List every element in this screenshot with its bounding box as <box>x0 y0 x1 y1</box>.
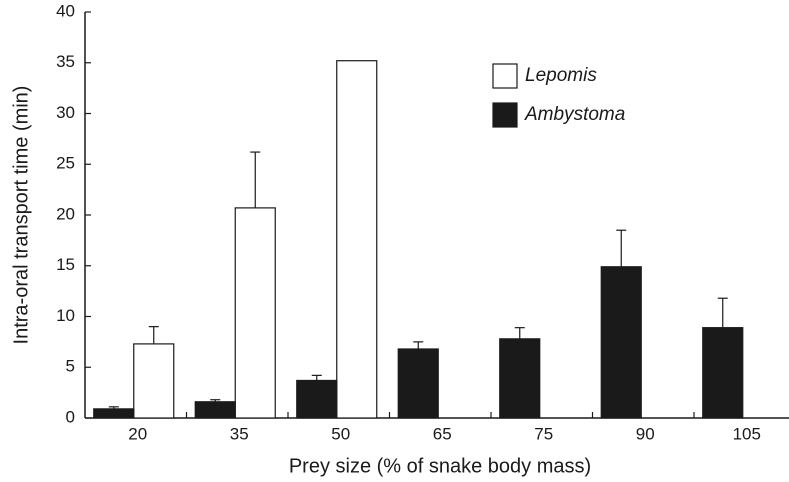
y-tick-label: 10 <box>56 306 75 325</box>
x-tick-label: 65 <box>433 424 452 443</box>
bar <box>397 348 439 419</box>
y-tick-label: 0 <box>66 407 75 426</box>
y-tick-label: 5 <box>66 357 75 376</box>
x-tick-label: 50 <box>331 424 350 443</box>
bar <box>93 408 135 419</box>
bar <box>499 338 541 419</box>
y-tick-label: 15 <box>56 255 75 274</box>
bar <box>296 379 338 419</box>
bar <box>234 207 276 419</box>
x-axis-title: Prey size (% of snake body mass) <box>289 455 591 477</box>
x-tick-label: 90 <box>636 424 655 443</box>
bar <box>133 343 175 419</box>
y-tick-label: 30 <box>56 103 75 122</box>
legend-label: Ambystoma <box>524 104 625 125</box>
y-tick-label: 25 <box>56 154 75 173</box>
y-tick-label: 40 <box>56 1 75 20</box>
bar <box>600 266 642 419</box>
bar <box>702 327 744 419</box>
x-tick-label: 75 <box>534 424 553 443</box>
y-tick-label: 20 <box>56 204 75 223</box>
x-tick-label: 35 <box>230 424 249 443</box>
legend-swatch <box>492 102 518 128</box>
bar <box>336 60 378 419</box>
legend-swatch <box>492 63 518 89</box>
x-tick-label: 105 <box>733 424 761 443</box>
y-axis-title: Intra-oral transport time (min) <box>10 86 32 345</box>
legend-label: Lepomis <box>525 65 597 86</box>
x-tick-label: 20 <box>128 424 147 443</box>
bar <box>194 401 236 419</box>
y-tick-label: 35 <box>56 52 75 71</box>
